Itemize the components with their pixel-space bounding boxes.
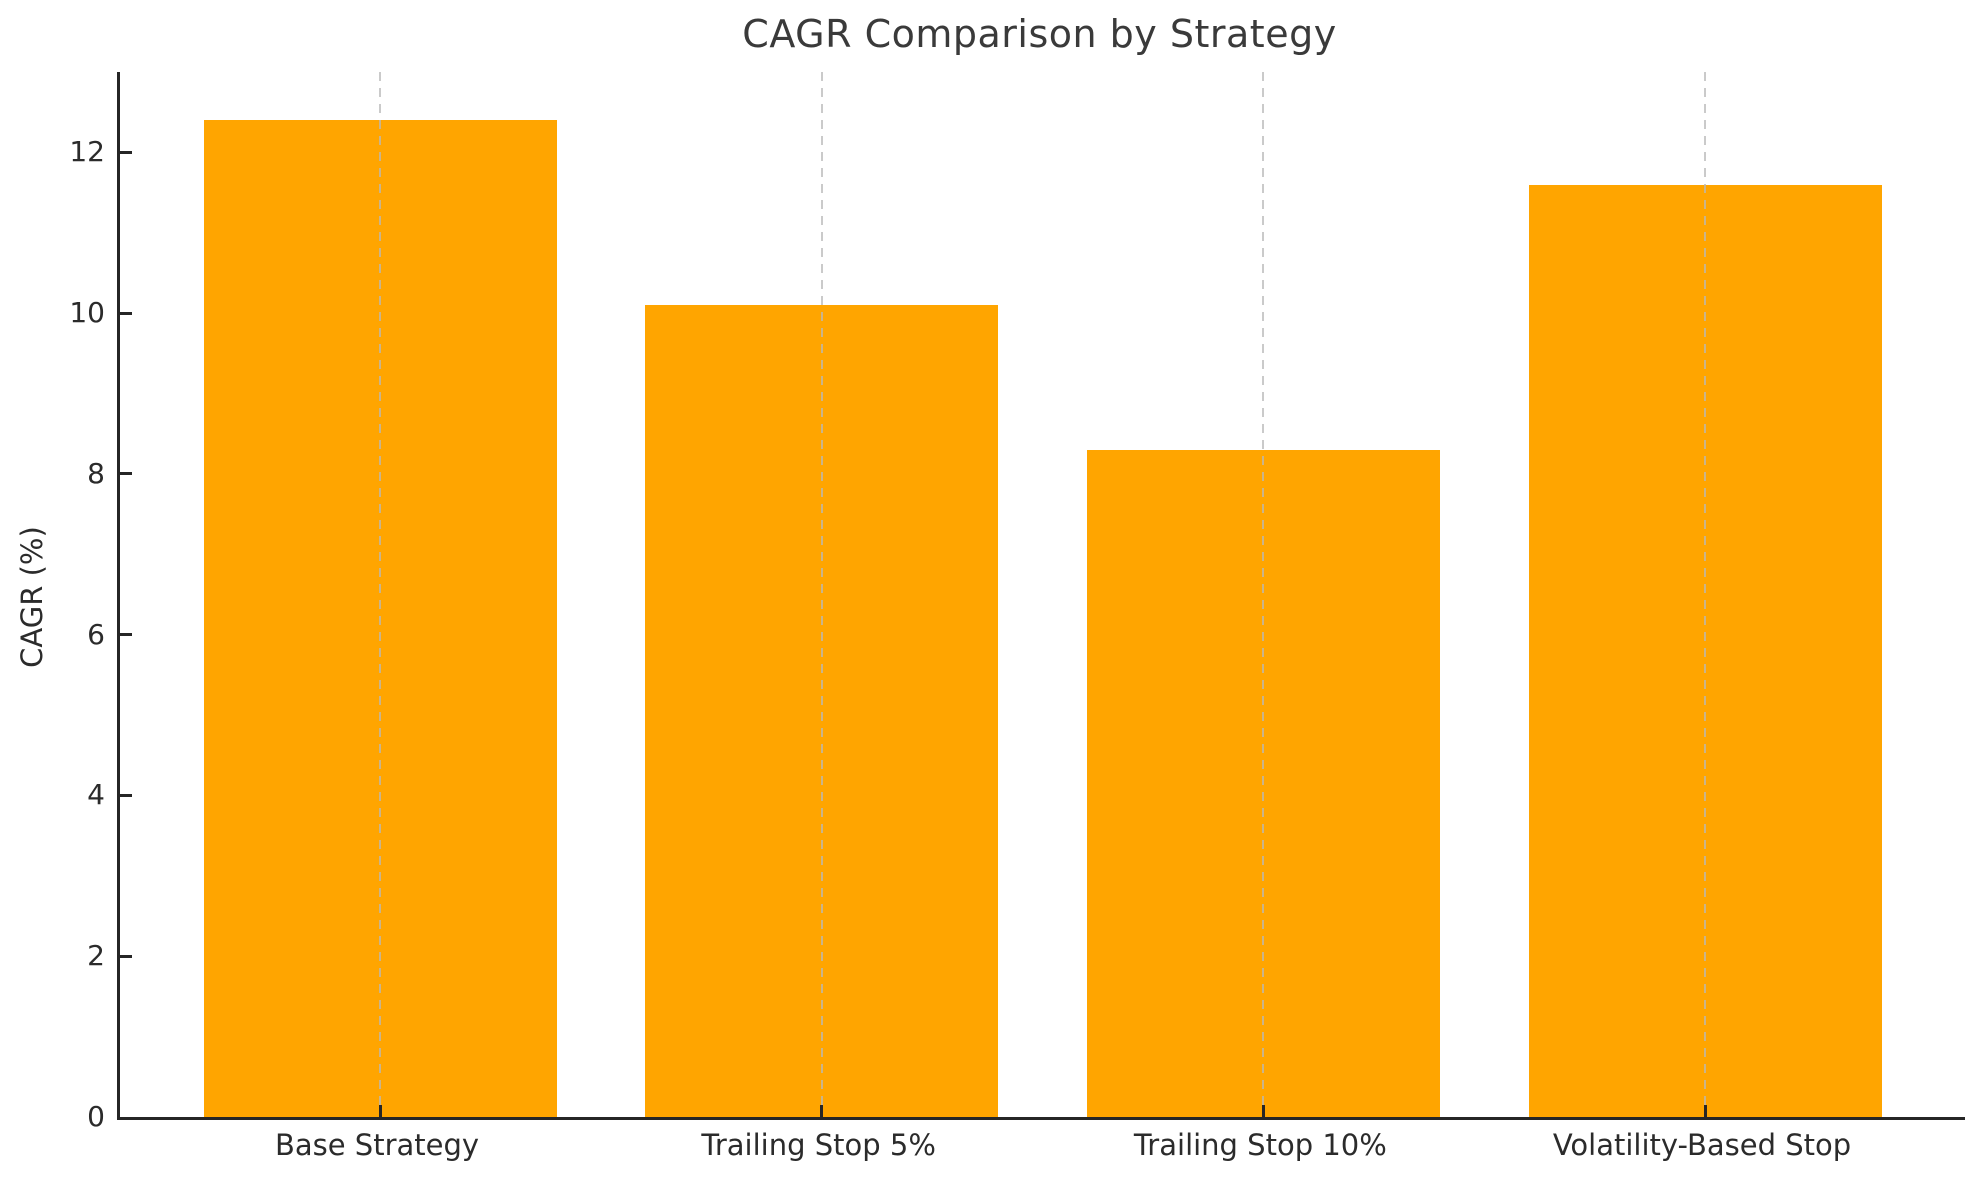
- y-tick-mark-8: [120, 472, 132, 476]
- x-tick-label-2: Trailing Stop 5%: [701, 1128, 936, 1162]
- chart-title: CAGR Comparison by Strategy: [742, 12, 1337, 56]
- y-tick-mark-4: [120, 793, 132, 797]
- y-tick-label-4: 4: [87, 778, 105, 812]
- x-tick-mark-2: [820, 1105, 824, 1117]
- x-tick-label-4: Volatility-Based Stop: [1552, 1128, 1852, 1162]
- y-tick-label-12: 12: [69, 135, 105, 169]
- gridline-4: [1704, 72, 1706, 1117]
- y-tick-label-8: 8: [87, 456, 105, 490]
- y-tick-mark-2: [120, 954, 132, 958]
- gridline-1: [379, 72, 381, 1117]
- y-tick-mark-6: [120, 633, 132, 637]
- y-tick-mark-12: [120, 150, 132, 154]
- x-tick-label-3: Trailing Stop 10%: [1133, 1128, 1387, 1162]
- x-tick-label-1: Base Strategy: [274, 1128, 480, 1162]
- y-tick-mark-10: [120, 311, 132, 315]
- plot-area: [117, 72, 1965, 1120]
- gridline-3: [1262, 72, 1265, 1117]
- x-tick-mark-1: [378, 1105, 382, 1117]
- gridline-2: [820, 72, 823, 1117]
- x-tick-mark-3: [1261, 1105, 1265, 1117]
- y-tick-label-10: 10: [69, 296, 105, 330]
- y-tick-label-2: 2: [87, 939, 105, 973]
- y-tick-label-6: 6: [87, 617, 105, 651]
- x-tick-mark-4: [1703, 1105, 1707, 1117]
- y-tick-label-0: 0: [87, 1100, 105, 1133]
